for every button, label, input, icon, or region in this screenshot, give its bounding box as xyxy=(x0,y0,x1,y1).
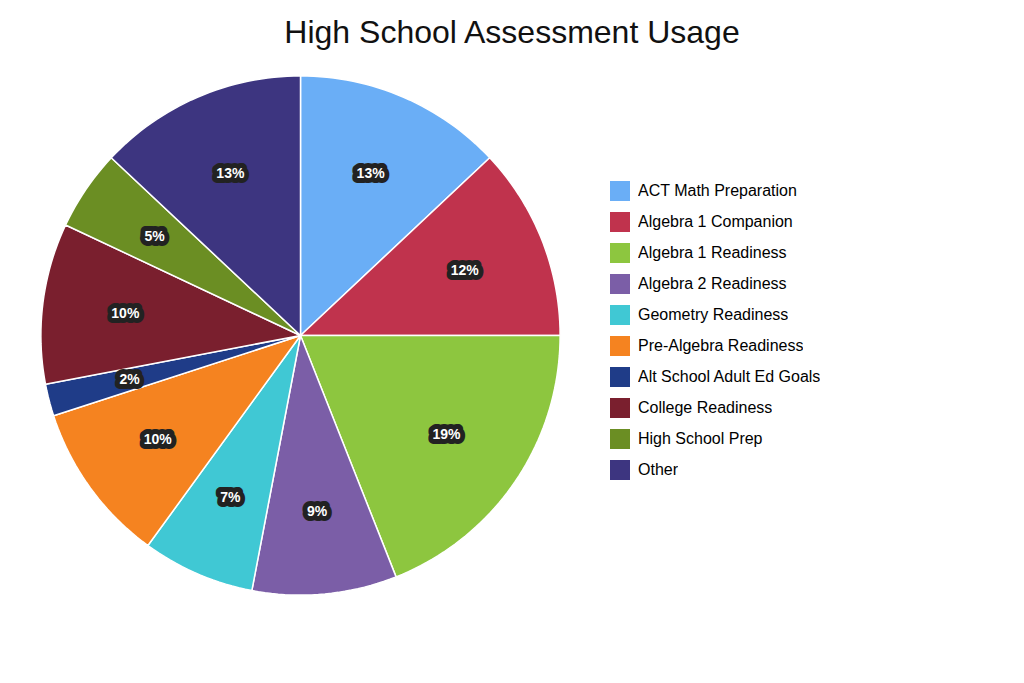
html-text:Algebra 1 Companion: Algebra 1 Companion xyxy=(638,213,793,230)
svg-text:7%: 7% xyxy=(220,489,241,505)
svg-text:10%: 10% xyxy=(111,305,140,321)
svg-text:13%: 13% xyxy=(216,165,245,181)
svg-text:12%: 12% xyxy=(451,262,480,278)
svg-text:10%: 10% xyxy=(144,431,173,447)
html-text:Algebra 2 Readiness: Algebra 2 Readiness xyxy=(638,275,787,292)
html-text:High School Prep: High School Prep xyxy=(638,430,763,447)
html-text:Geometry Readiness: Geometry Readiness xyxy=(638,306,789,323)
svg-text:19%: 19% xyxy=(432,426,461,442)
html-text:Other: Other xyxy=(638,461,678,478)
html-text:Pre-Algebra Readiness: Pre-Algebra Readiness xyxy=(638,337,804,354)
svg-text:13%: 13% xyxy=(357,165,386,181)
svg-text:5%: 5% xyxy=(144,228,165,244)
html-text:Algebra 1 Readiness: Algebra 1 Readiness xyxy=(638,244,787,261)
html-text:High School Assessment Usage: High School Assessment Usage xyxy=(284,14,740,50)
svg-text:9%: 9% xyxy=(307,503,328,519)
html-text:Alt School Adult Ed Goals: Alt School Adult Ed Goals xyxy=(638,368,821,385)
svg-text:2%: 2% xyxy=(119,371,140,387)
html-text:ACT Math Preparation: ACT Math Preparation xyxy=(638,182,797,199)
html-text:College Readiness: College Readiness xyxy=(638,399,773,416)
